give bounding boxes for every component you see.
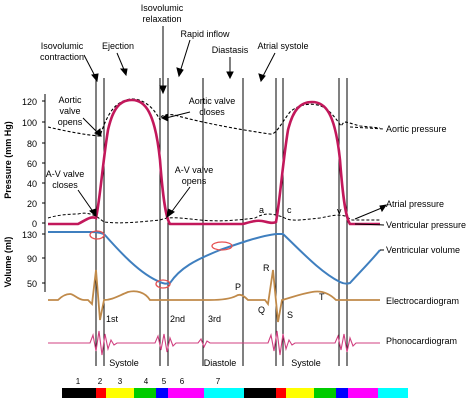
tick-120: 120 bbox=[22, 97, 37, 107]
axis-label-volume: Volume (ml) bbox=[3, 237, 13, 288]
cycle-labels: Systole Diastole Systole bbox=[109, 358, 321, 368]
pressure-ticks: 120 100 80 60 40 20 0 bbox=[22, 97, 37, 229]
cycle-systole-2: Systole bbox=[291, 358, 321, 368]
pressure-wave-letters: a c v bbox=[259, 205, 342, 216]
phase-bar-segment bbox=[336, 388, 348, 398]
highlight-av-opens bbox=[155, 279, 171, 289]
phase-bar-segment bbox=[96, 388, 106, 398]
tick-40: 40 bbox=[27, 179, 37, 189]
tick-130: 130 bbox=[22, 230, 37, 240]
phase-bar-segment bbox=[106, 388, 134, 398]
ventricular-volume-curve bbox=[48, 231, 381, 285]
phase-number-5: 5 bbox=[162, 377, 167, 386]
axis-label-pressure: Pressure (mm Hg) bbox=[3, 121, 13, 199]
label-ventricular-volume: Ventricular volume bbox=[386, 245, 460, 255]
tick-90: 90 bbox=[27, 254, 37, 264]
phase-divider-lines bbox=[95, 78, 348, 366]
highlight-av-closes bbox=[89, 230, 105, 240]
sound-3rd: 3rd bbox=[208, 314, 221, 324]
annotation-aortic-opens-3: opens bbox=[58, 117, 83, 127]
annotation-av-opens-2: opens bbox=[182, 176, 207, 186]
ventricular-pressure-curve bbox=[48, 98, 380, 226]
phase-numbers: 1 2 3 4 5 6 7 bbox=[76, 377, 221, 386]
label-atrial-systole: Atrial systole bbox=[257, 41, 308, 51]
ecg-t: T bbox=[319, 292, 325, 302]
label-ejection: Ejection bbox=[102, 41, 134, 51]
phase-number-7: 7 bbox=[216, 377, 221, 386]
annotation-aortic-closes-2: closes bbox=[199, 107, 225, 117]
cycle-diastole: Diastole bbox=[204, 358, 237, 368]
phase-bar-segment bbox=[314, 388, 336, 398]
phase-bar-segment bbox=[156, 388, 168, 398]
label-isovolumic-relaxation-1: Isovolumic bbox=[141, 3, 184, 13]
highlight-diastasis bbox=[211, 241, 233, 251]
label-isovolumic-relaxation-2: relaxation bbox=[142, 14, 181, 24]
annotation-av-closes-2: closes bbox=[52, 180, 78, 190]
heart-sound-labels: 1st 2nd 3rd bbox=[106, 314, 221, 324]
label-rapid-inflow: Rapid inflow bbox=[180, 29, 230, 39]
ecg-p: P bbox=[235, 282, 241, 292]
ecg-q: Q bbox=[258, 305, 265, 315]
sound-2nd: 2nd bbox=[170, 314, 185, 324]
annotation-aortic-opens-1: Aortic bbox=[58, 95, 82, 105]
phase-number-4: 4 bbox=[144, 377, 149, 386]
highlight-ellipses bbox=[89, 230, 233, 289]
label-atrial-pressure: Atrial pressure bbox=[386, 199, 444, 209]
phase-bar-segment bbox=[378, 388, 408, 398]
phase-bar-segment bbox=[204, 388, 244, 398]
phase-bar-segment bbox=[244, 388, 276, 398]
phase-bar-segment bbox=[168, 388, 204, 398]
phase-bar-segment bbox=[276, 388, 286, 398]
aortic-pressure-curve bbox=[47, 98, 381, 137]
phase-number-3: 3 bbox=[118, 377, 123, 386]
phase-number-1: 1 bbox=[76, 377, 81, 386]
annotation-aortic-closes-1: Aortic valve bbox=[189, 96, 236, 106]
ecg-letters: P Q R S T bbox=[235, 263, 325, 320]
tick-60: 60 bbox=[27, 159, 37, 169]
sound-1st: 1st bbox=[106, 314, 119, 324]
annotation-aortic-opens-2: valve bbox=[59, 106, 80, 116]
label-phonocardiogram: Phonocardiogram bbox=[386, 336, 457, 346]
phase-bar-segment bbox=[286, 388, 314, 398]
annotation-arrows bbox=[77, 111, 191, 219]
wave-c: c bbox=[287, 205, 292, 215]
phase-number-2: 2 bbox=[98, 377, 103, 386]
ecg-s: S bbox=[287, 310, 293, 320]
label-aortic-pressure: Aortic pressure bbox=[386, 124, 447, 134]
tick-80: 80 bbox=[27, 139, 37, 149]
right-labels: Aortic pressure Atrial pressure Ventricu… bbox=[386, 124, 466, 346]
tick-0: 0 bbox=[32, 219, 37, 229]
tick-100: 100 bbox=[22, 118, 37, 128]
axes bbox=[42, 94, 46, 292]
annotation-av-opens-1: A-V valve bbox=[175, 165, 214, 175]
phase-number-6: 6 bbox=[180, 377, 185, 386]
phase-color-bar bbox=[62, 388, 408, 398]
label-isovolumic-contraction-1: Isovolumic bbox=[41, 41, 84, 51]
phonocardiogram-trace bbox=[48, 330, 380, 356]
phase-labels: Isovolumic relaxation Isovolumic contrac… bbox=[40, 3, 309, 62]
right-label-leaders bbox=[349, 126, 388, 251]
ecg-r: R bbox=[263, 263, 270, 273]
label-electrocardiogram: Electrocardiogram bbox=[386, 296, 459, 306]
ecg-trace bbox=[48, 269, 380, 323]
tick-20: 20 bbox=[27, 199, 37, 209]
label-isovolumic-contraction-2: contraction bbox=[40, 52, 84, 62]
wave-v: v bbox=[337, 206, 342, 216]
tick-50: 50 bbox=[27, 279, 37, 289]
annotation-av-closes-1: A-V valve bbox=[46, 169, 85, 179]
phase-bar-segment bbox=[348, 388, 378, 398]
phase-bar-segment bbox=[134, 388, 156, 398]
cycle-systole-1: Systole bbox=[109, 358, 139, 368]
label-diastasis: Diastasis bbox=[212, 45, 249, 55]
wave-a: a bbox=[259, 205, 264, 215]
label-ventricular-pressure: Ventricular pressure bbox=[386, 220, 466, 230]
atrial-pressure-curve bbox=[47, 212, 380, 224]
valve-annotations: Aortic valve opens Aortic valve closes A… bbox=[46, 95, 236, 190]
phase-bar-segment bbox=[62, 388, 96, 398]
volume-ticks: 130 90 50 bbox=[22, 230, 37, 289]
